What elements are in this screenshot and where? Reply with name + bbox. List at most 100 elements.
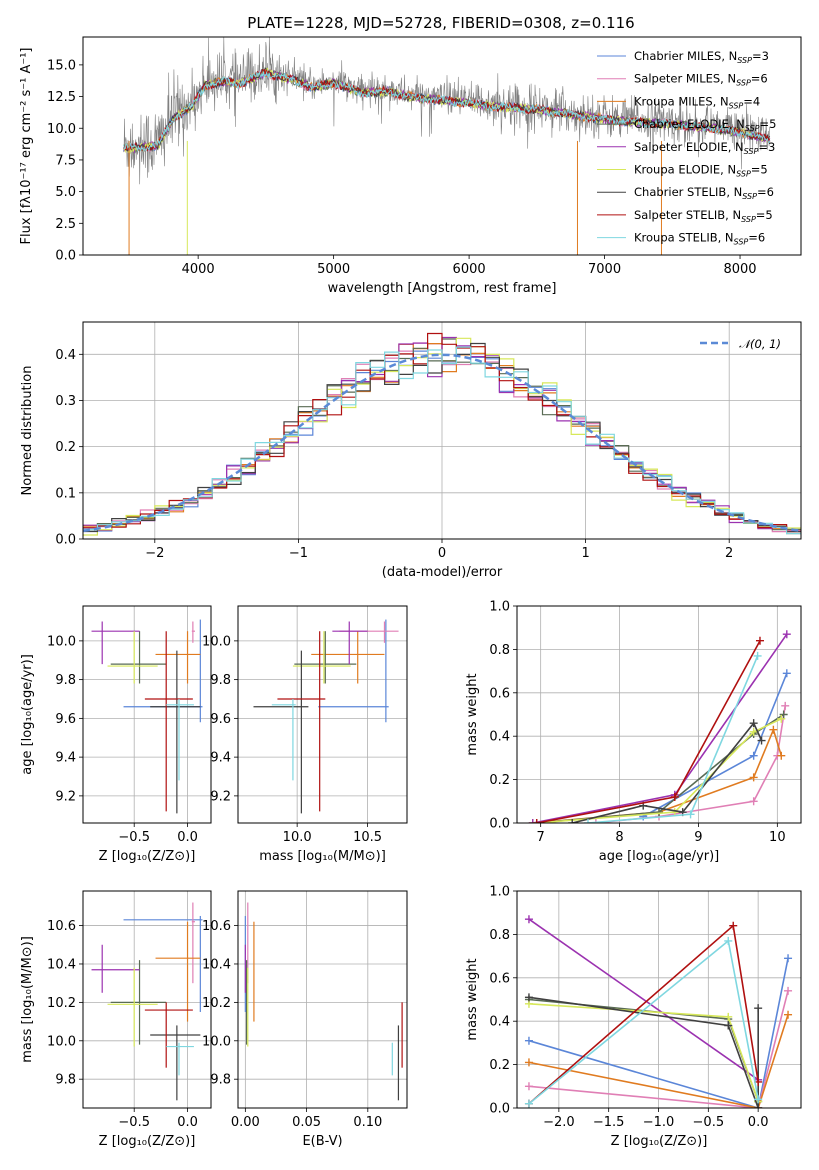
axes-frame xyxy=(237,890,408,1109)
y-tick-label: 9.2 xyxy=(210,789,231,804)
errorbar-chabrier_stelib xyxy=(253,650,309,814)
weight-series-chabrier_miles xyxy=(639,669,791,821)
errorbar-chabrier_miles xyxy=(123,915,203,1012)
weight-marker xyxy=(784,954,793,963)
errorbar-kroupa_stelib xyxy=(166,1042,194,1076)
x-tick-label: −1.5 xyxy=(593,1115,625,1130)
x-tick-label: 8 xyxy=(615,830,623,845)
x-axis-label: E(B-V) xyxy=(302,1134,342,1149)
weight-line xyxy=(536,640,761,823)
weight-marker xyxy=(729,921,738,930)
weight-series-kroupa_stelib xyxy=(584,651,762,823)
plot-area-age-vs-mass xyxy=(253,619,399,814)
x-tick-label: −1 xyxy=(289,546,308,561)
legend-entry-chabrier_stelib: Chabrier STELIB, NSSP=6 xyxy=(634,185,774,201)
errorbar-salpeter_miles xyxy=(191,902,195,984)
y-tick-label: 0.8 xyxy=(489,643,510,658)
legend-entry-salpeter_miles: Salpeter MILES, NSSP=6 xyxy=(634,72,768,88)
y-tick-label: 0.3 xyxy=(55,394,76,409)
errorbar-chabrier_miles xyxy=(318,619,389,723)
errorbar-kroupa_stelib xyxy=(271,699,296,781)
x-axis-label: mass [log₁₀(M/M⊙)] xyxy=(259,849,386,864)
weight-marker xyxy=(591,819,600,823)
x-axis-label: (data-model)/error xyxy=(382,565,503,580)
errorbar-kroupa_elodie xyxy=(107,631,158,684)
x-tick-label: 4000 xyxy=(182,262,215,277)
errorbar-salpeter_stelib xyxy=(277,631,326,812)
histogram-salpeter_stelib xyxy=(83,332,801,535)
plot-area-weight-vs-Z xyxy=(524,915,793,1108)
y-tick-label: 0.0 xyxy=(55,249,76,264)
weight-line xyxy=(572,721,763,823)
errorbar-salpeter_miles xyxy=(191,621,195,643)
y-tick-label: 5.0 xyxy=(55,185,76,200)
y-tick-label: 10.2 xyxy=(47,996,76,1011)
y-tick-label: 0.2 xyxy=(489,1058,510,1073)
y-tick-label: 1.0 xyxy=(489,885,510,900)
x-tick-label: 8000 xyxy=(723,262,756,277)
weight-line xyxy=(528,996,760,1108)
weight-marker xyxy=(769,725,778,734)
y-tick-label: 0.2 xyxy=(489,773,510,788)
weight-marker xyxy=(724,936,733,945)
weight-marker xyxy=(779,710,788,719)
y-tick-label: 9.2 xyxy=(55,789,76,804)
y-tick-label: 9.6 xyxy=(55,712,76,727)
weight-series-chabrier_stelib xyxy=(568,719,766,823)
weight-line xyxy=(528,1014,789,1108)
weight-marker xyxy=(757,736,766,745)
weight-series-salpeter_stelib xyxy=(532,636,764,823)
normal-curve xyxy=(83,353,801,533)
y-tick-label: 9.8 xyxy=(55,1073,76,1088)
y-tick-label: 10.0 xyxy=(47,1034,76,1049)
y-axis-label: mass [log₁₀(M/M⊙)] xyxy=(20,936,35,1063)
x-tick-label: −2 xyxy=(145,546,164,561)
weight-marker xyxy=(777,714,786,723)
errorbar-kroupa_elodie xyxy=(107,967,158,1047)
x-tick-label: 5000 xyxy=(317,262,350,277)
weight-marker xyxy=(749,719,758,728)
x-tick-label: 7 xyxy=(537,830,545,845)
errorbar-chabrier_elodie xyxy=(294,631,357,684)
x-tick-label: 9 xyxy=(694,830,702,845)
panel-weight-vs-age: 7 8 9 10 0.0 0.2 0.4 0.6 0.8 1.0 age [log₁₀(age/yr… xyxy=(465,600,802,864)
weight-marker xyxy=(524,915,533,924)
errorbar-salpeter_stelib xyxy=(144,1002,193,1068)
y-tick-label: 9.6 xyxy=(210,712,231,727)
x-tick-label: 10.0 xyxy=(283,830,312,845)
weight-marker xyxy=(524,993,533,1002)
axes-frame xyxy=(82,36,802,256)
errorbar-salpeter_elodie xyxy=(332,621,368,665)
errorbar-kroupa_stelib xyxy=(166,699,194,781)
weight-marker xyxy=(782,630,791,639)
x-tick-label: 10.5 xyxy=(353,830,382,845)
x-tick-label: −2.0 xyxy=(543,1115,575,1130)
y-tick-label: 0.0 xyxy=(489,1102,510,1117)
errorbar-kroupa_miles xyxy=(155,921,201,1022)
weight-marker xyxy=(777,751,786,760)
y-tick-label: 0.4 xyxy=(55,348,76,363)
panels: 4000 5000 6000 7000 80000.02.55.07.510.012.5… xyxy=(19,36,802,1149)
y-tick-label: 0.6 xyxy=(489,686,510,701)
y-tick-label: 0.4 xyxy=(489,1015,510,1030)
y-axis-label: age [log₁₀(age/yr)] xyxy=(20,654,35,775)
errorbar-chabrier_stelib xyxy=(150,1025,201,1101)
weight-marker xyxy=(584,819,592,823)
errorbar-salpeter_elodie xyxy=(91,944,140,993)
weight-marker xyxy=(524,1082,533,1091)
axes-frame xyxy=(82,890,212,1109)
weight-marker xyxy=(670,808,679,817)
x-tick-label: 0.0 xyxy=(177,830,198,845)
legend-entry-kroupa_miles: Kroupa MILES, NSSP=4 xyxy=(634,94,760,110)
x-axis-label: wavelength [Angstrom, rest frame] xyxy=(328,281,557,296)
weight-marker xyxy=(532,819,541,823)
x-tick-label: 2 xyxy=(725,546,733,561)
y-tick-label: 0.6 xyxy=(489,971,510,986)
weight-series-kroupa_stelib xyxy=(524,936,763,1108)
errorbar-kroupa_miles xyxy=(155,631,201,684)
y-tick-label: 10.0 xyxy=(202,634,231,649)
legend-entry-chabrier_elodie: Chabrier ELODIE, NSSP=5 xyxy=(634,117,776,133)
weight-line xyxy=(528,918,759,1081)
x-axis-label: Z [log₁₀(Z/Z⊙)] xyxy=(99,849,196,864)
